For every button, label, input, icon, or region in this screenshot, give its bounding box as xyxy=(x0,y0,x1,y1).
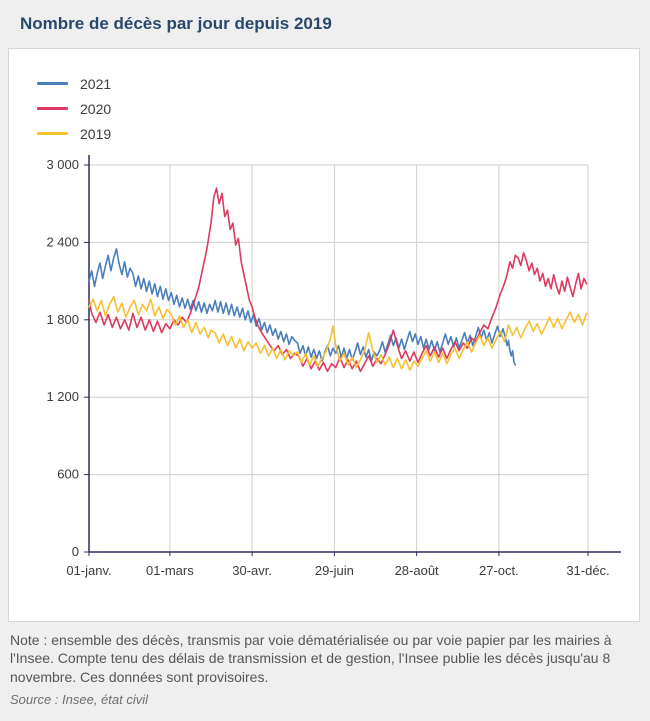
xtick-label-27-oct.: 27-oct. xyxy=(479,563,519,578)
ytick-label-600: 600 xyxy=(57,467,79,482)
legend-item-2019[interactable]: 2019 xyxy=(37,121,111,146)
ytick-label-0: 0 xyxy=(72,544,79,559)
legend-item-2020[interactable]: 2020 xyxy=(37,96,111,121)
xtick-label-31-déc.: 31-déc. xyxy=(566,563,609,578)
chart-legend: 2021 2020 2019 xyxy=(37,71,111,146)
xtick-label-30-avr.: 30-avr. xyxy=(232,563,272,578)
xtick-label-01-mars: 01-mars xyxy=(146,563,194,578)
xtick-label-01-janv.: 01-janv. xyxy=(66,563,111,578)
ytick-label-3000: 3 000 xyxy=(46,157,79,172)
xtick-label-28-août: 28-août xyxy=(395,563,439,578)
chart-note: Note : ensemble des décès, transmis par … xyxy=(10,632,612,685)
series-line-2021 xyxy=(88,248,517,366)
legend-swatch-2019 xyxy=(37,132,68,135)
page-title: Nombre de décès par jour depuis 2019 xyxy=(20,14,332,33)
legend-item-2021[interactable]: 2021 xyxy=(37,71,111,96)
xtick-label-29-juin: 29-juin xyxy=(315,563,354,578)
legend-label-2019: 2019 xyxy=(80,125,112,142)
chart-card: 2021 2020 2019 0 600 1 200 1 800 2 400 3 000 01-… xyxy=(8,48,640,622)
legend-label-2020: 2020 xyxy=(80,100,112,117)
ytick-label-1800: 1 800 xyxy=(46,312,79,327)
legend-swatch-2020 xyxy=(37,107,68,110)
ytick-label-1200: 1 200 xyxy=(46,389,79,404)
series-line-2019 xyxy=(88,295,588,371)
legend-swatch-2021 xyxy=(37,82,68,85)
legend-label-2021: 2021 xyxy=(80,75,112,92)
chart-source: Source : Insee, état civil xyxy=(10,692,149,708)
series-line-2020 xyxy=(88,187,588,373)
ytick-label-2400: 2 400 xyxy=(46,234,79,249)
deaths-line-chart: 0 600 1 200 1 800 2 400 3 000 01-janv. 01-mars 3… xyxy=(46,155,621,578)
